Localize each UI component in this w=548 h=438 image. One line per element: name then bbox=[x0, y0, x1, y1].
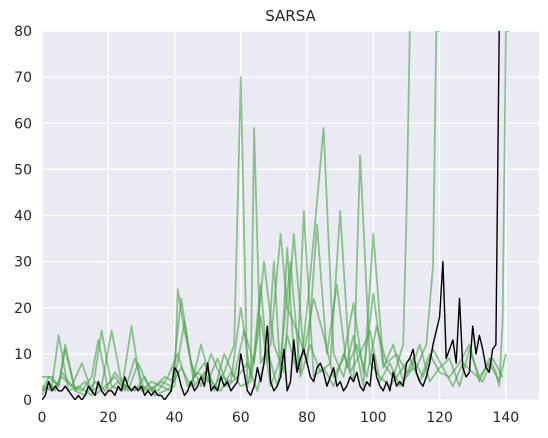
run-line-run-5 bbox=[42, 232, 504, 397]
y-tick-label: 60 bbox=[14, 116, 32, 132]
y-tick-label: 70 bbox=[14, 70, 32, 86]
x-tick-label: 0 bbox=[38, 410, 47, 426]
y-tick-label: 50 bbox=[14, 162, 32, 178]
x-tick-label: 100 bbox=[360, 410, 387, 426]
x-tick-label: 80 bbox=[298, 410, 316, 426]
y-tick-label: 20 bbox=[14, 301, 32, 317]
run-line-run-4 bbox=[42, 209, 507, 392]
chart-title: SARSA bbox=[265, 7, 316, 25]
y-tick-label: 30 bbox=[14, 255, 32, 271]
y-tick-label: 80 bbox=[14, 24, 32, 40]
y-tick-label: 40 bbox=[14, 209, 32, 225]
run-line-run-1 bbox=[42, 31, 411, 397]
x-tick-label: 140 bbox=[492, 410, 519, 426]
x-tick-label: 20 bbox=[99, 410, 117, 426]
y-tick-label: 10 bbox=[14, 347, 32, 363]
mean-line bbox=[42, 31, 500, 400]
x-tick-label: 120 bbox=[426, 410, 453, 426]
series-layer bbox=[42, 31, 510, 400]
tick-labels: 0 20 40 60 80 100 120 140 0 10 20 30 40 50 60 70 80 bbox=[14, 24, 519, 426]
y-tick-label: 0 bbox=[23, 393, 32, 409]
x-tick-label: 40 bbox=[166, 410, 184, 426]
x-tick-label: 60 bbox=[232, 410, 250, 426]
